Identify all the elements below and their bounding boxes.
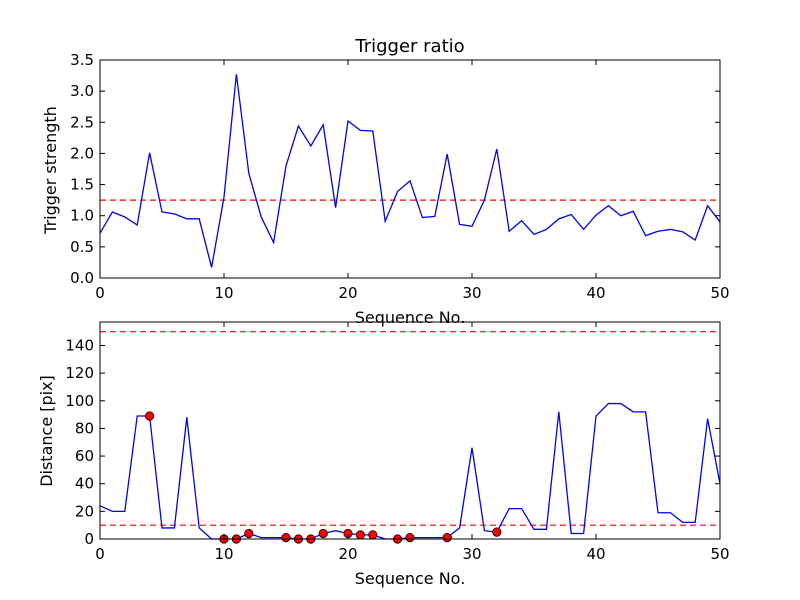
threshold-lines [100,331,720,526]
x-tick-label: 50 [710,284,729,302]
data-point-marker [368,530,378,540]
y-tick-label: 3.5 [70,51,94,69]
distance-chart: Sequence No. Distance [pix] 0 10 20 30 40 50 … [37,321,730,588]
y-tick-label: 60 [75,447,94,465]
x-tick-label: 20 [338,284,357,302]
x-ticks: 0 10 20 30 40 50 [95,60,730,302]
x-ticks: 0 10 20 30 40 50 [95,322,730,563]
data-point-marker [442,533,452,543]
x-tick-label: 10 [214,284,233,302]
series-group [99,74,721,268]
data-point-marker [145,411,155,421]
y-tick-label: 0 [84,530,94,548]
data-point-marker [492,527,502,537]
y-tick-label: 0.0 [70,269,94,287]
x-tick-label: 30 [462,545,481,563]
series-line-0 [99,74,721,268]
x-tick-label: 10 [214,545,233,563]
data-point-marker [244,528,254,539]
plot-frame [99,321,721,540]
data-point-marker [355,530,365,540]
y-tick-label: 2.0 [70,144,94,162]
x-tick-label: 40 [586,545,605,563]
x-tick-label: 30 [462,284,481,302]
y-tick-label: 1.5 [70,176,94,194]
y-tick-label: 20 [75,502,94,520]
y-tick-label: 2.5 [70,113,94,131]
y-ticks: 0.0 0.5 1.0 1.5 2.0 2.5 3.0 3.5 [70,51,720,287]
data-point-marker [405,533,415,543]
chart-title: Trigger ratio [354,36,464,57]
y-axis-label: Trigger strength [41,106,60,235]
y-tick-label: 140 [65,336,94,354]
y-ticks: 0 20 40 60 80 100 120 140 [65,336,720,548]
data-point-marker [281,533,291,543]
x-tick-label: 0 [95,545,105,563]
y-tick-label: 3.0 [70,82,94,100]
x-tick-label: 20 [338,545,357,563]
y-tick-label: 80 [75,419,94,437]
y-tick-label: 0.5 [70,238,94,256]
x-tick-label: 0 [95,284,105,302]
y-tick-label: 100 [65,392,94,410]
y-tick-label: 120 [65,364,94,382]
x-axis-label: Sequence No. [355,308,466,327]
x-tick-label: 40 [586,284,605,302]
data-point-marker [318,528,328,539]
x-axis-label: Sequence No. [355,569,466,588]
trigger-ratio-chart: Trigger ratio Sequence No. Trigger stren… [41,36,730,327]
y-tick-label: 1.0 [70,207,94,225]
y-tick-label: 40 [75,475,94,493]
y-axis-label: Distance [pix] [37,375,56,487]
plot-frame [99,59,721,279]
x-tick-label: 50 [710,545,729,563]
